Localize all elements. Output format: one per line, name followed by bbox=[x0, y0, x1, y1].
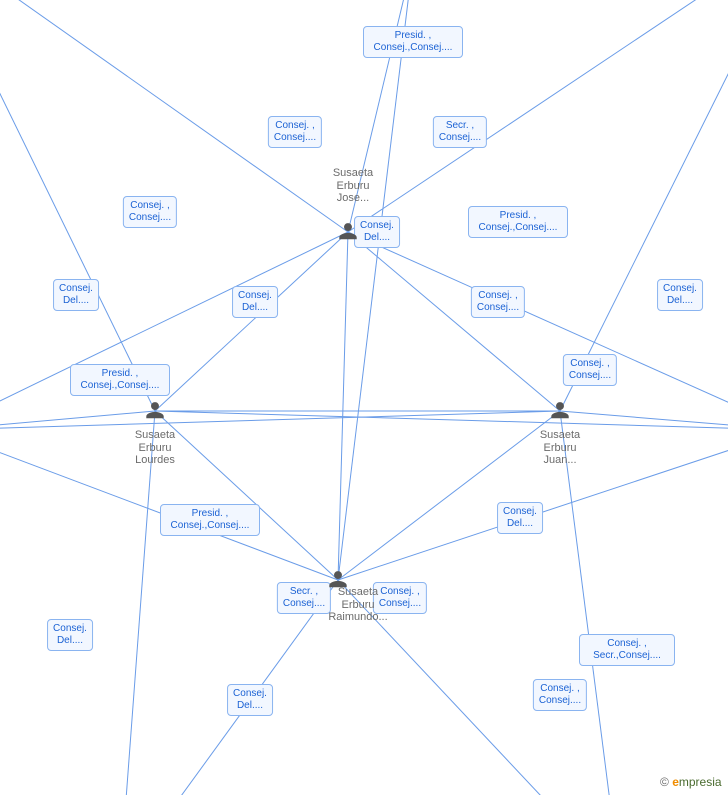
edge-label[interactable]: Presid. , Consej.,Consej.... bbox=[363, 26, 463, 58]
person-node[interactable] bbox=[549, 399, 571, 423]
edge-label[interactable]: Secr. , Consej.... bbox=[277, 582, 331, 614]
person-label: Susaeta Erburu Raimundo... bbox=[328, 586, 387, 624]
person-node[interactable] bbox=[144, 399, 166, 423]
edge-label[interactable]: Consej. Del.... bbox=[47, 619, 93, 651]
person-label: Susaeta Erburu Juan... bbox=[540, 429, 580, 467]
edge-label[interactable]: Presid. , Consej.,Consej.... bbox=[468, 206, 568, 238]
edge-label[interactable]: Consej. , Secr.,Consej.... bbox=[579, 634, 675, 666]
edge bbox=[338, 232, 348, 580]
brand-rest: mpresia bbox=[679, 775, 722, 789]
edge-label[interactable]: Consej. Del.... bbox=[497, 502, 543, 534]
edge bbox=[155, 411, 338, 580]
edge-label[interactable]: Secr. , Consej.... bbox=[433, 116, 487, 148]
edge bbox=[338, 411, 560, 580]
edge-label[interactable]: Consej. Del.... bbox=[227, 684, 273, 716]
person-label: Susaeta Erburu Lourdes bbox=[135, 429, 175, 467]
watermark: © empresia bbox=[660, 775, 722, 789]
edge-label[interactable]: Consej. Del.... bbox=[354, 216, 400, 248]
edge-label[interactable]: Consej. Del.... bbox=[657, 279, 703, 311]
edge-label[interactable]: Consej. , Consej.... bbox=[268, 116, 322, 148]
edge-label[interactable]: Consej. , Consej.... bbox=[563, 354, 617, 386]
edge bbox=[0, 232, 348, 430]
edge-label[interactable]: Consej. , Consej.... bbox=[471, 286, 525, 318]
person-icon bbox=[337, 220, 359, 242]
person-label: Susaeta Erburu Jose... bbox=[333, 167, 373, 205]
edge-label[interactable]: Consej. , Consej.... bbox=[533, 679, 587, 711]
copyright-symbol: © bbox=[660, 775, 669, 789]
network-canvas bbox=[0, 0, 728, 795]
edge-label[interactable]: Consej. Del.... bbox=[232, 286, 278, 318]
person-icon bbox=[144, 399, 166, 421]
brand-e: e bbox=[672, 775, 679, 789]
person-node[interactable] bbox=[337, 220, 359, 244]
edge-label[interactable]: Presid. , Consej.,Consej.... bbox=[70, 364, 170, 396]
edge bbox=[348, 232, 728, 430]
edge bbox=[348, 232, 560, 411]
edge bbox=[560, 411, 620, 795]
edge bbox=[155, 232, 348, 411]
person-icon bbox=[549, 399, 571, 421]
edge bbox=[120, 411, 155, 795]
edge-label[interactable]: Consej. , Consej.... bbox=[123, 196, 177, 228]
edge bbox=[338, 0, 413, 580]
edge-label[interactable]: Consej. Del.... bbox=[53, 279, 99, 311]
edge bbox=[560, 0, 728, 411]
edge-label[interactable]: Presid. , Consej.,Consej.... bbox=[160, 504, 260, 536]
